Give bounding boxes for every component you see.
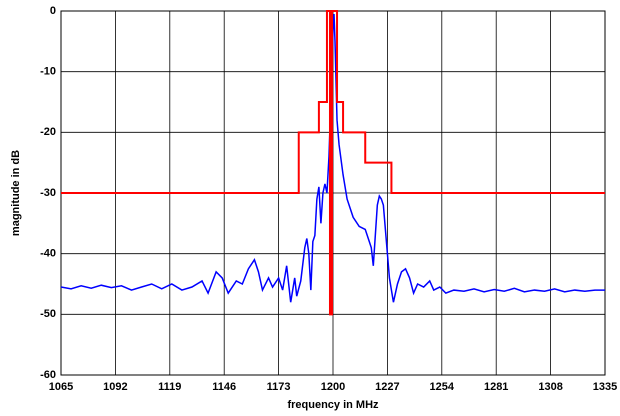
x-tick-label: 1254 [430,381,455,393]
x-tick-label: 1146 [212,381,236,393]
y-tick-label: -20 [40,126,56,138]
x-tick-label: 1173 [267,381,291,393]
y-tick-label: -40 [40,248,56,260]
y-tick-label: -30 [40,187,56,199]
series-line [61,10,605,316]
x-tick-label: 1200 [321,381,345,393]
y-tick-label: -60 [40,369,56,381]
x-tick-label: 1092 [103,381,127,393]
x-tick-label: 1281 [484,381,508,393]
series-line [60,13,605,303]
y-tick-label: -50 [40,308,56,320]
x-tick-label: 1227 [375,381,399,393]
x-tick-label: 1308 [538,381,562,393]
x-tick-label: 1119 [158,381,181,393]
x-tick-label: 1065 [49,381,73,393]
x-tick-label: 1335 [593,381,617,393]
y-tick-label: -10 [40,66,56,78]
y-tick-label: 0 [50,5,56,17]
x-axis-label: frequency in MHz [287,399,379,411]
y-axis-label: magnitude in dB [10,150,22,236]
